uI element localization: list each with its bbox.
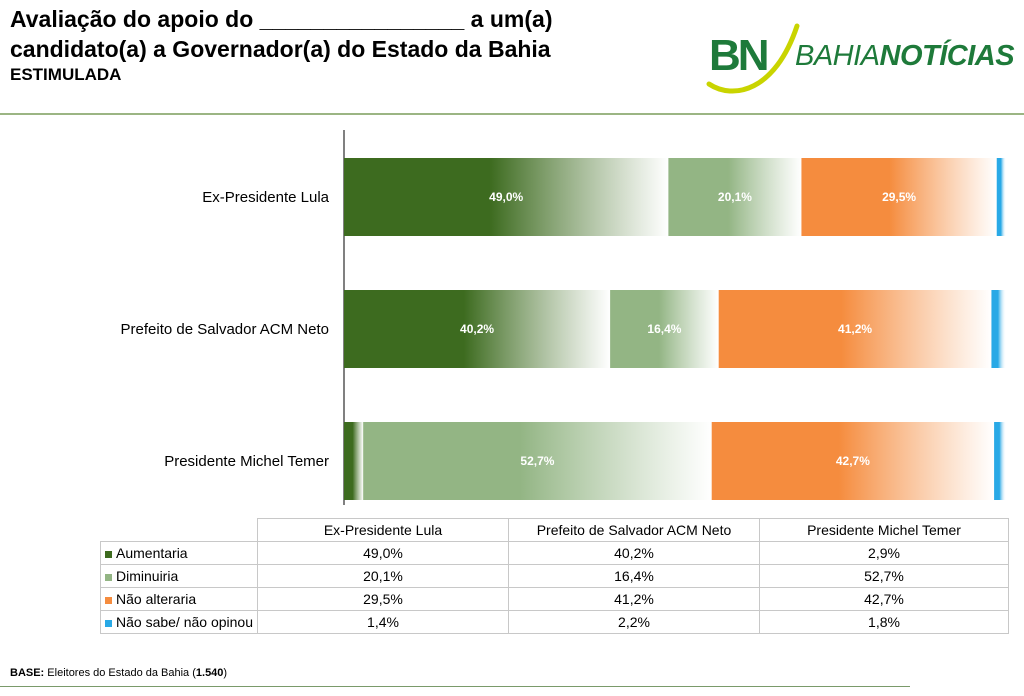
bar-segment	[718, 290, 992, 368]
bar-segment	[344, 290, 611, 368]
legend-label: Aumentaria	[116, 545, 188, 561]
table-corner	[101, 519, 258, 542]
category-label: Presidente Michel Temer	[164, 453, 329, 470]
base-label: BASE:	[10, 667, 45, 679]
logo-text-bold: NOTÍCIAS	[879, 40, 1015, 72]
table-cell: 49,0%	[257, 541, 509, 565]
table-cell: 40,2%	[508, 541, 760, 565]
bar-segment	[996, 158, 1006, 236]
legend-swatch-diminuiria	[105, 573, 112, 581]
table-cell: 52,7%	[759, 564, 1009, 588]
category-label: Prefeito de Salvador ACM Neto	[121, 321, 329, 338]
bar-segment	[344, 158, 669, 236]
data-label: 20,1%	[718, 190, 752, 204]
table-cell: 2,9%	[759, 541, 1009, 565]
table-cell: 29,5%	[257, 587, 509, 611]
table-row: Não sabe/ não opinou 1,4% 2,2% 1,8%	[100, 610, 1009, 634]
table-header-row: Ex-Presidente Lula Prefeito de Salvador …	[101, 518, 1009, 542]
data-label: 40,2%	[460, 322, 494, 336]
legend-swatch-aumentaria	[105, 550, 112, 558]
data-label: 49,0%	[489, 190, 523, 204]
logo-mark: BN	[709, 31, 767, 80]
table-row-label: Diminuiria	[100, 564, 258, 588]
table-row-label: Não sabe/ não opinou	[100, 610, 258, 634]
logo-text-regular: BAHIA	[795, 40, 880, 72]
table-row: Não alteraria 29,5% 41,2% 42,7%	[100, 587, 1009, 611]
bar-segment	[711, 422, 995, 500]
bahia-noticias-logo: BN BAHIANOTÍCIAS	[705, 18, 1015, 98]
legend-label: Diminuiria	[116, 568, 179, 584]
subtitle: ESTIMULADA	[10, 65, 122, 84]
table-cell: 1,8%	[759, 610, 1009, 634]
bar-segment	[610, 290, 719, 368]
data-label: 41,2%	[838, 322, 872, 336]
bar-segment	[991, 290, 1006, 368]
table-row-label: Aumentaria	[100, 541, 258, 565]
title-line-1: Avaliação do apoio do ________________ a…	[10, 6, 553, 32]
bn-logo-icon: BN	[706, 23, 800, 94]
stacked-bar-chart: Ex-Presidente Lula 49,0% 20,1% 29,5% Prefeit…	[121, 130, 1006, 505]
logo-text: BAHIANOTÍCIAS	[795, 40, 1015, 73]
table-header: Ex-Presidente Lula	[257, 518, 509, 542]
table-cell: 2,2%	[508, 610, 760, 634]
header-divider	[0, 113, 1024, 115]
data-label: 52,7%	[520, 454, 554, 468]
category-label: Ex-Presidente Lula	[202, 189, 329, 206]
base-text: Eleitores do Estado da Bahia (	[44, 667, 196, 679]
title-line-2: candidato(a) a Governador(a) do Estado d…	[10, 36, 551, 62]
table-row: Aumentaria 49,0% 40,2% 2,9%	[100, 541, 1009, 565]
table-header: Presidente Michel Temer	[759, 518, 1009, 542]
table-cell: 42,7%	[759, 587, 1009, 611]
bar-segment	[668, 158, 802, 236]
bar-segment	[363, 422, 712, 500]
legend-label: Não alteraria	[116, 591, 197, 607]
bar-segment	[344, 422, 364, 500]
legend-swatch-nao-sabe	[105, 619, 112, 627]
title-block: Avaliação do apoio do ________________ a…	[10, 4, 690, 86]
data-table: Ex-Presidente Lula Prefeito de Salvador …	[100, 518, 1009, 634]
bar-segment	[801, 158, 997, 236]
base-count: 1.540	[195, 667, 224, 679]
base-close: )	[223, 667, 228, 679]
footer-divider	[0, 686, 910, 687]
data-label: 42,7%	[836, 454, 870, 468]
data-label: 29,5%	[882, 190, 916, 204]
table-cell: 1,4%	[257, 610, 509, 634]
base-note: BASE: Eleitores do Estado da Bahia (1.54…	[10, 667, 227, 679]
table-header: Prefeito de Salvador ACM Neto	[508, 518, 760, 542]
table-row: Diminuiria 20,1% 16,4% 52,7%	[100, 564, 1009, 588]
data-label: 16,4%	[647, 322, 681, 336]
table-cell: 41,2%	[508, 587, 760, 611]
table-row-label: Não alteraria	[100, 587, 258, 611]
table-cell: 20,1%	[257, 564, 509, 588]
legend-swatch-nao-alteraria	[105, 596, 112, 604]
table-cell: 16,4%	[508, 564, 760, 588]
bar-segment	[994, 422, 1006, 500]
legend-label: Não sabe/ não opinou	[116, 614, 253, 630]
